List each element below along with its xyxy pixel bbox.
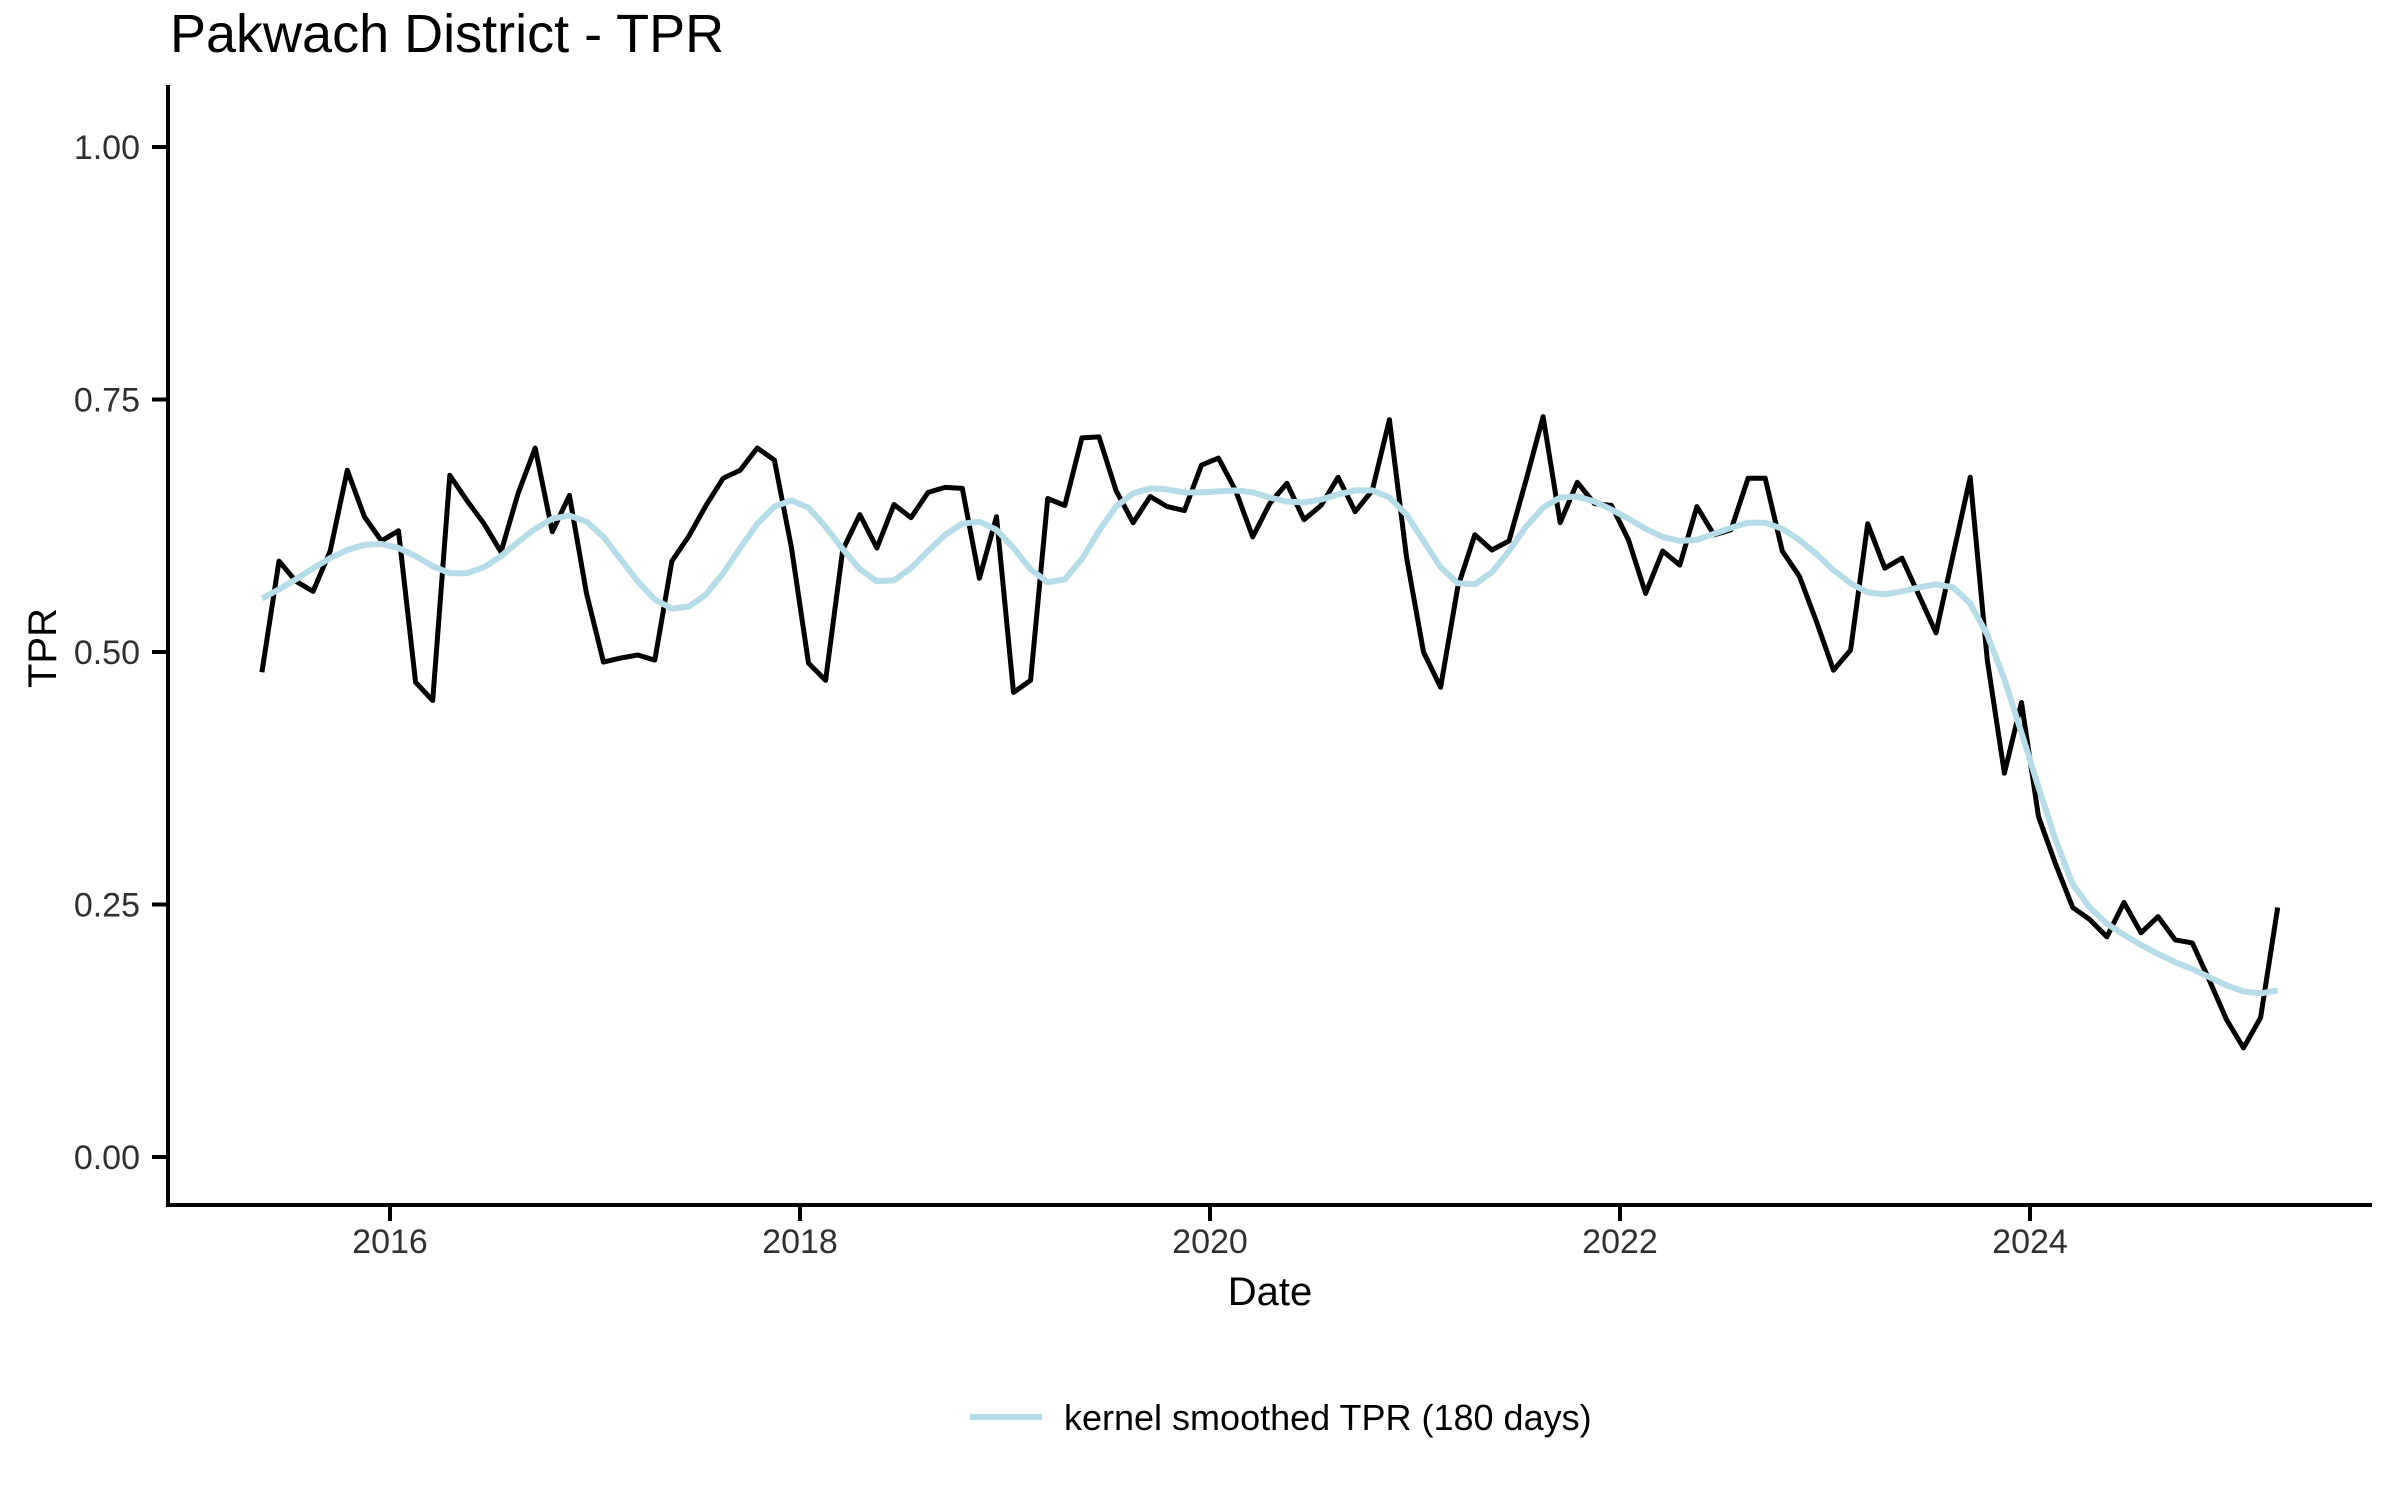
legend: kernel smoothed TPR (180 days) — [970, 1397, 1592, 1438]
x-tick-label: 2016 — [352, 1223, 428, 1261]
x-tick-label: 2020 — [1172, 1223, 1248, 1261]
chart-title: Pakwach District - TPR — [170, 4, 724, 64]
y-tick-label: 0.25 — [74, 887, 140, 925]
x-tick-label: 2024 — [1992, 1223, 2068, 1261]
x-tick-label: 2022 — [1582, 1223, 1658, 1261]
y-tick-label: 1.00 — [74, 129, 140, 167]
y-tick-label: 0.75 — [74, 382, 140, 420]
y-tick-label: 0.00 — [74, 1139, 140, 1177]
tpr-smoothed-line — [260, 485, 2279, 997]
x-tick-label: 2018 — [762, 1223, 838, 1261]
x-axis-title: Date — [1228, 1270, 1313, 1314]
y-axis-ticks: 1.00 0.75 0.50 0.25 0.00 — [74, 129, 168, 1177]
y-axis-title: TPR — [21, 608, 65, 688]
legend-label: kernel smoothed TPR (180 days) — [1064, 1397, 1592, 1438]
data-series — [259, 414, 2281, 1051]
x-axis-ticks: 2016 2018 2020 2022 2024 — [352, 1205, 2068, 1261]
y-tick-label: 0.50 — [74, 634, 140, 672]
tpr-monthly-line — [259, 414, 2281, 1051]
